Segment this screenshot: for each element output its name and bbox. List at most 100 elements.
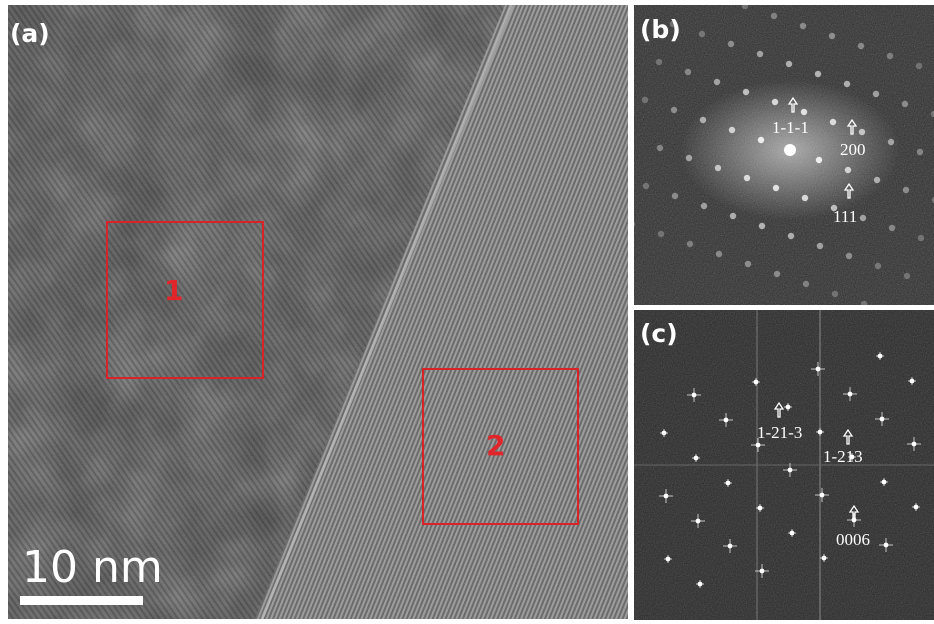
diffraction-spot xyxy=(713,78,721,86)
arrow xyxy=(773,401,785,418)
diffraction-spot xyxy=(816,242,824,250)
diffraction-spot xyxy=(660,429,668,437)
diffraction-spot xyxy=(917,234,925,242)
index-label: 1-213 xyxy=(823,447,863,466)
diffraction-spot xyxy=(859,214,867,222)
diffraction-spot xyxy=(641,96,649,104)
diffraction-spot xyxy=(880,478,888,486)
diffraction-spot xyxy=(783,463,797,477)
diffraction-spot xyxy=(723,539,737,553)
diffraction-spot xyxy=(845,252,853,260)
diffraction-spot xyxy=(744,260,752,268)
diffraction-spot xyxy=(686,240,694,248)
diffraction-spot xyxy=(801,194,809,202)
region-label: 2 xyxy=(486,429,505,462)
diffraction-spot xyxy=(799,22,807,30)
diffraction-spot xyxy=(886,52,894,60)
diffraction-spot xyxy=(787,232,795,240)
diffraction-spot xyxy=(915,62,923,70)
diffraction-spot xyxy=(728,126,736,134)
diffraction-spot xyxy=(876,352,884,360)
diffraction-spot xyxy=(815,156,823,164)
panel-b-labels: (b) 1-1-1 200 111 xyxy=(640,15,866,226)
diffraction-spot xyxy=(756,504,764,512)
diffraction-spot xyxy=(719,413,733,427)
diffraction-spot xyxy=(800,108,808,116)
diffraction-spot xyxy=(659,489,673,503)
diffraction-spot xyxy=(857,42,865,50)
diffraction-spot xyxy=(828,32,836,40)
diffraction-spot xyxy=(724,479,732,487)
diffraction-spot xyxy=(773,270,781,278)
diffraction-spot xyxy=(814,70,822,78)
diffraction-spot xyxy=(771,98,779,106)
panel-label: (a) xyxy=(10,19,50,48)
diffraction-spot xyxy=(879,538,893,552)
diffraction-spot xyxy=(784,144,796,156)
diffraction-spot xyxy=(888,224,896,232)
diffraction-spot xyxy=(784,403,792,411)
arrow xyxy=(848,504,860,521)
scale-bar xyxy=(20,596,143,605)
diffraction-spot xyxy=(700,202,708,210)
diffraction-spot xyxy=(772,184,780,192)
diffraction-spot xyxy=(912,503,920,511)
diffraction-spot xyxy=(908,377,916,385)
diffraction-spot xyxy=(698,30,706,38)
index-label: 1-1-1 xyxy=(772,118,809,137)
diffraction-spot xyxy=(758,222,766,230)
arrow xyxy=(787,96,799,113)
diffraction-spot xyxy=(741,5,749,10)
diffraction-spot xyxy=(770,12,778,20)
diffraction-spot xyxy=(788,529,796,537)
arrow xyxy=(843,182,855,199)
panel-c xyxy=(634,310,934,620)
diffraction-spot xyxy=(901,100,909,108)
diffraction-spot xyxy=(671,192,679,200)
index-label: 0006 xyxy=(836,530,870,549)
diffraction-spot xyxy=(830,204,838,212)
diffraction-spot xyxy=(811,362,825,376)
diffraction-spot xyxy=(902,186,910,194)
diffraction-spot xyxy=(843,80,851,88)
region-box xyxy=(106,221,264,379)
scale-bar-label: 10 nm xyxy=(22,542,163,593)
diffraction-spot xyxy=(727,40,735,48)
diffraction-spot xyxy=(930,110,934,118)
diffraction-spot xyxy=(860,300,868,305)
panel-label: (b) xyxy=(640,15,681,44)
diffraction-spot xyxy=(756,50,764,58)
diffraction-spot xyxy=(887,138,895,146)
diffraction-spot xyxy=(656,144,664,152)
diffraction-spot xyxy=(634,221,636,227)
diffraction-spot xyxy=(843,387,857,401)
diffraction-spot xyxy=(874,262,882,270)
diffraction-spot xyxy=(815,488,829,502)
diffraction-spot xyxy=(664,555,672,563)
diffraction-spot xyxy=(903,272,911,280)
region-box xyxy=(422,368,579,525)
diffraction-spot xyxy=(669,20,677,28)
panel-label: (c) xyxy=(640,319,678,348)
diffraction-spot xyxy=(692,454,700,462)
index-label: 111 xyxy=(833,207,857,226)
diffraction-spot xyxy=(691,514,705,528)
diffraction-spot xyxy=(757,136,765,144)
diffraction-spot xyxy=(907,437,921,451)
diffraction-spot xyxy=(715,250,723,258)
diffraction-spot xyxy=(729,212,737,220)
diffraction-spot xyxy=(634,136,635,140)
diffraction-spot xyxy=(829,118,837,126)
diffraction-spot xyxy=(742,88,750,96)
diffraction-spot xyxy=(931,196,934,204)
diffraction-spot xyxy=(642,182,650,190)
diffraction-spot xyxy=(802,280,810,288)
diffraction-spot xyxy=(844,166,852,174)
noise xyxy=(8,5,628,619)
diffraction-spot xyxy=(696,580,704,588)
diffraction-spot xyxy=(872,90,880,98)
diffraction-spot xyxy=(752,378,760,386)
diffraction-spot xyxy=(714,164,722,172)
panel-a: 1 2 10 nm (a) xyxy=(8,5,628,619)
